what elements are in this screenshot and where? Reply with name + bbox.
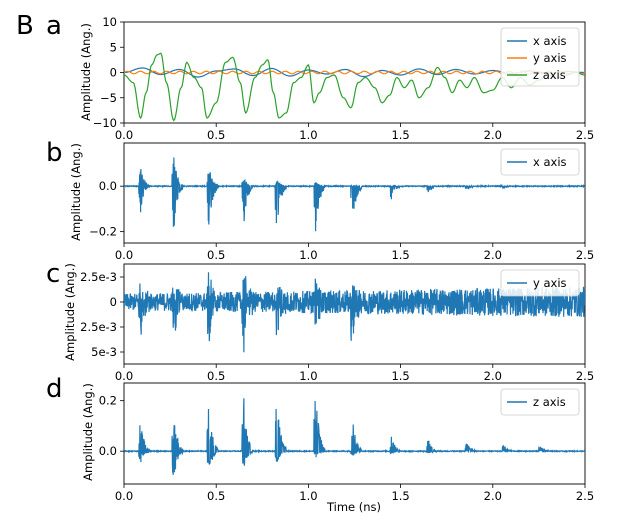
- panel-b-xtick-label: 1.0: [299, 248, 317, 262]
- panel-d-xtick-label: 1.5: [391, 489, 409, 503]
- panel-a-xtick-label: 1.5: [391, 128, 409, 142]
- panel-a-ytick-label: 5: [110, 40, 117, 54]
- legend-label: x axis: [533, 34, 567, 48]
- panel-a: a Amplitude (Ang.) 0.0 0.5 1.0 1.5 2.0 2.5 10 5…: [46, 11, 594, 142]
- panel-b-series-x-axis: [124, 157, 585, 232]
- panel-b-xtick-label: 0.0: [115, 248, 133, 262]
- panel-a-ytick-label: −5: [100, 91, 117, 105]
- panel-d-frame: [123, 382, 586, 485]
- panel-a-ylabel: Amplitude (Ang.): [79, 23, 93, 121]
- panel-a-xtick-label: 0.5: [207, 128, 225, 142]
- panel-a-legend: x axis y axis z axis: [500, 27, 580, 87]
- legend-label: x axis: [533, 155, 567, 169]
- panel-c-plot-area: 0.0 0.5 1.0 1.5 2.0 2.5 2.5e-3 0 2.5e-3 5e-3 y axi…: [80, 263, 594, 383]
- panel-a-plot-area: 0.0 0.5 1.0 1.5 2.0 2.5 10 5 0 −5 −10 x axis y axis z…: [93, 15, 594, 142]
- panel-c-ylabel: Amplitude (Ang.): [63, 263, 77, 361]
- panel-a-xtick-label: 2.5: [576, 128, 594, 142]
- panel-d-ylabel: Amplitude (Ang.): [81, 383, 95, 481]
- panel-d-ytick-label: 0.2: [99, 394, 117, 408]
- panel-d-xlabel: Time (ns): [326, 500, 381, 514]
- panel-c-xtick-label: 0.0: [115, 369, 133, 383]
- panel-b-xtick-label: 1.5: [391, 248, 409, 262]
- panel-b-legend: x axis: [500, 148, 580, 176]
- figure-label: B: [16, 11, 34, 41]
- panel-b: b Amplitude (Ang.) 0.0 0.5 1.0 1.5 2.0 2.50.0…: [46, 138, 594, 262]
- panel-c-ytick-label: 2.5e-3: [80, 320, 117, 334]
- panel-a-xtick-label: 2.0: [484, 128, 502, 142]
- panel-c-series-y-axis: [124, 272, 585, 353]
- panel-c-xtick-label: 0.5: [207, 369, 225, 383]
- panel-c-ytick-label: 2.5e-3: [80, 270, 117, 284]
- panel-d-xtick-label: 2.5: [576, 489, 594, 503]
- panel-b-letter: b: [46, 138, 63, 168]
- panel-b-xtick-label: 2.0: [484, 248, 502, 262]
- panel-c-legend: y axis: [500, 269, 580, 297]
- panel-a-ytick-label: 10: [102, 15, 117, 29]
- panel-d-xtick-label: 0.5: [207, 489, 225, 503]
- panel-c-xtick-label: 1.5: [391, 369, 409, 383]
- panel-d-xtick-label: 1.0: [299, 489, 317, 503]
- panel-d-series-z-axis: [124, 398, 585, 475]
- panel-c-ytick-label: 0: [110, 295, 117, 309]
- panel-c-xtick-label: 1.0: [299, 369, 317, 383]
- panel-d-legend: z axis: [500, 388, 580, 416]
- panel-d-ytick-label: 0.0: [99, 444, 117, 458]
- panel-a-ytick-label: −10: [93, 116, 117, 130]
- panel-b-ytick-label: 0.0: [99, 179, 117, 193]
- legend-label: y axis: [533, 276, 567, 290]
- panel-d-plot-area: 0.0 0.5 1.0 1.5 2.0 2.5 0.2 0.0 z axis: [99, 382, 594, 503]
- panel-d-xtick-label: 2.0: [484, 489, 502, 503]
- panel-d: d Amplitude (Ang.) Time (ns) 0.0 0.5 1.0 1.…: [46, 374, 594, 514]
- panel-c-xtick-label: 2.5: [576, 369, 594, 383]
- legend-label: z axis: [533, 395, 566, 409]
- panel-b-xtick-label: 0.5: [207, 248, 225, 262]
- panel-b-frame: [123, 142, 586, 244]
- panel-c-ytick-label: 5e-3: [91, 345, 117, 359]
- panel-b-plot-area: 0.0 0.5 1.0 1.5 2.0 2.5 0.0 −0.2 x axis: [89, 142, 594, 262]
- panel-b-xtick-label: 2.5: [576, 248, 594, 262]
- panel-a-ytick-label: 0: [110, 66, 117, 80]
- panel-d-xtick-label: 0.0: [115, 489, 133, 503]
- panel-a-xtick-label: 1.0: [299, 128, 317, 142]
- panel-b-ytick-label: −0.2: [89, 225, 117, 239]
- panel-b-ylabel: Amplitude (Ang.): [69, 143, 83, 241]
- panel-c-xtick-label: 2.0: [484, 369, 502, 383]
- panel-c-letter: c: [46, 259, 60, 289]
- panel-c: c Amplitude (Ang.) 0.0 0.5 1.0 1.5 2.0 2.5 2.5…: [46, 259, 594, 383]
- panel-d-letter: d: [46, 374, 63, 404]
- panel-a-xtick-label: 0.0: [115, 128, 133, 142]
- panel-a-letter: a: [46, 11, 62, 41]
- legend-label: y axis: [533, 51, 567, 65]
- panel-c-frame: [123, 263, 586, 365]
- legend-label: z axis: [533, 68, 566, 82]
